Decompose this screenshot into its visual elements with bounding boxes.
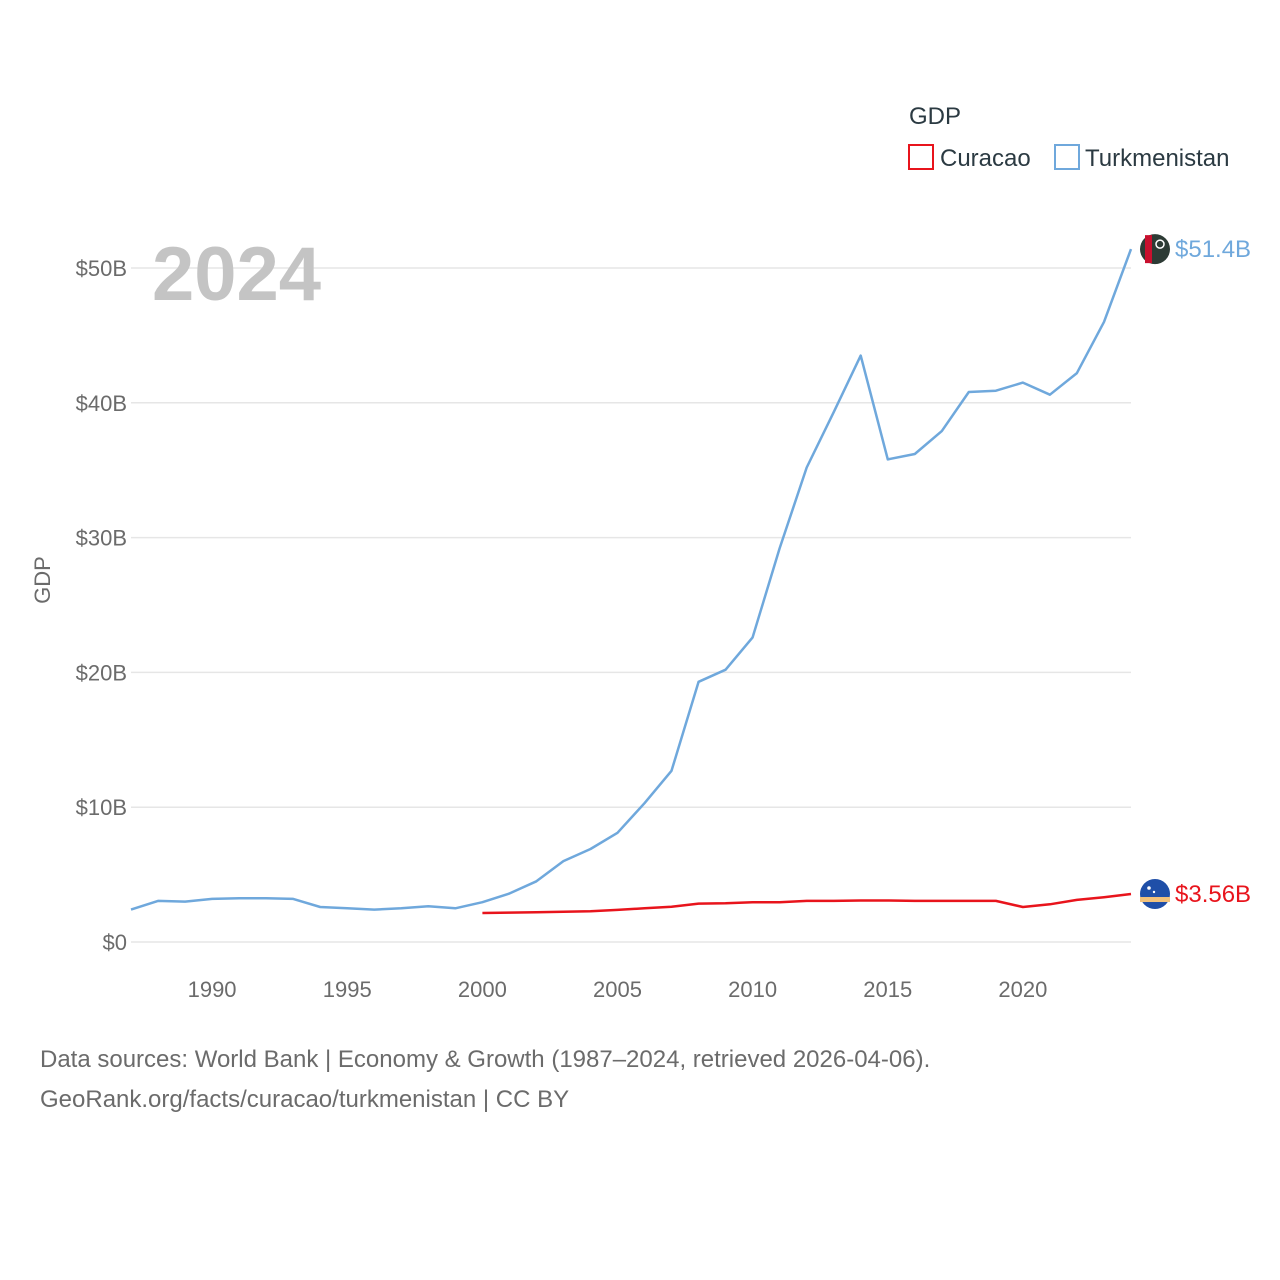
data-source-note: Data sources: World Bank | Economy & Gro… xyxy=(40,1040,930,1120)
flag-icon-turkmenistan xyxy=(1140,234,1170,265)
x-tick-label: 2015 xyxy=(863,977,912,1002)
series-line-curacao[interactable] xyxy=(482,892,1132,915)
legend-label-curacao: Curacao xyxy=(940,145,1031,172)
y-tick-label: $50B xyxy=(76,256,127,281)
y-tick-label: $10B xyxy=(76,795,127,820)
y-tick-label: $0 xyxy=(103,930,127,955)
legend-item-turkmenistan[interactable]: Turkmenistan xyxy=(1054,144,1230,172)
license-line: GeoRank.org/facts/curacao/turkmenistan |… xyxy=(40,1086,570,1113)
series-line-turkmenistan[interactable] xyxy=(130,248,1133,911)
year-label: 2024 xyxy=(152,232,321,317)
series-lines xyxy=(130,248,1133,915)
end-markers: $3.56B $51.4B xyxy=(1140,234,1251,910)
y-tick-label: $40B xyxy=(76,391,127,416)
y-tick-label: $30B xyxy=(76,526,127,551)
x-tick-label: 2000 xyxy=(458,977,507,1002)
y-axis-ticks: $0 $10B $20B $30B $40B $50B xyxy=(76,256,127,955)
legend-item-curacao[interactable]: Curacao xyxy=(908,144,1031,172)
source-line: Data sources: World Bank | Economy & Gro… xyxy=(40,1046,931,1073)
end-value-label-curacao: $3.56B xyxy=(1175,881,1251,908)
legend-swatch-curacao xyxy=(908,144,934,170)
legend-title: GDP xyxy=(909,103,961,130)
x-tick-label: 2005 xyxy=(593,977,642,1002)
end-value-label-turkmenistan: $51.4B xyxy=(1175,236,1251,263)
grid-lines xyxy=(131,267,1131,943)
y-axis-title: GDP xyxy=(30,556,55,604)
legend-label-turkmenistan: Turkmenistan xyxy=(1085,145,1230,172)
x-tick-label: 2020 xyxy=(998,977,1047,1002)
y-tick-label: $20B xyxy=(76,660,127,685)
x-tick-label: 1990 xyxy=(188,977,237,1002)
legend-swatch-turkmenistan xyxy=(1054,144,1080,170)
x-tick-label: 2010 xyxy=(728,977,777,1002)
x-tick-label: 1995 xyxy=(323,977,372,1002)
flag-icon-curacao xyxy=(1140,879,1170,910)
x-axis-ticks: 1990 1995 2000 2005 2010 2015 2020 xyxy=(188,977,1048,1002)
